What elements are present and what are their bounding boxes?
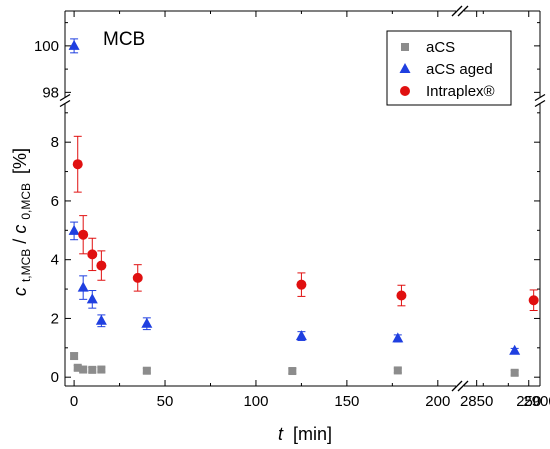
x-axis-break-top [451,5,469,17]
y-tick-label: 6 [51,193,59,210]
data-point [142,366,151,375]
data-point [79,365,88,374]
x-axis-break-bottom [451,380,469,392]
legend-label-intraplex: Intraplex® [426,83,495,100]
legend-marker-triangle [399,63,411,73]
y-axis-break-left [59,93,71,108]
y-tick-label: 0 [51,369,59,386]
legend-label-acs-aged: aCS aged [426,61,493,78]
series-acs [70,352,519,377]
x-tick-label: 100 [243,393,268,410]
break-slash [534,93,546,102]
data-layer [68,38,539,377]
break-slash [457,380,469,392]
data-point [87,249,98,260]
y-tick-label: 100 [34,38,59,55]
y-axis-label-c1: c [10,287,30,296]
data-point [70,352,79,361]
x-axis-label-variable: t [278,424,284,444]
break-slash [451,380,463,392]
legend-markers [399,43,411,96]
data-point [77,281,89,292]
legend-label-acs: aCS [426,39,455,56]
data-point [132,272,143,283]
data-point [86,293,98,304]
data-point [68,224,80,235]
data-point [78,229,89,240]
data-point [396,290,407,301]
y-axis-label-slash: / [10,239,30,244]
data-point [88,365,97,374]
break-slash [59,93,71,102]
x-tick-label: 150 [334,393,359,410]
y-tick-label: 8 [51,134,59,151]
y-axis-label-sub2: 0,MCB [19,183,33,220]
data-point [97,365,106,374]
data-point [96,260,107,271]
data-point [509,344,521,355]
x-tick-label: 50 [157,393,174,410]
y-tick-label: 2 [51,310,59,327]
break-slash [59,99,71,108]
x-tick-label: 0 [70,393,78,410]
chart-title: MCB [103,29,145,50]
data-point [295,330,307,341]
break-slash [457,5,469,17]
y-axis-label-sub1: t,MCB [19,249,33,282]
data-point [528,295,539,306]
y-tick-label: 4 [51,252,59,269]
plot-frame [64,10,541,387]
data-point [72,159,83,170]
series-intraplex [72,135,539,312]
x-tick-label: 2850 [460,393,493,410]
legend: aCS aCS aged Intraplex® [386,30,512,106]
axis-breaks [59,5,546,392]
data-point [392,332,404,343]
data-point [95,314,107,325]
y-axis-label-unit: [%] [10,148,30,174]
break-slash [534,99,546,108]
x-tick-label: 250 [516,393,541,410]
data-point [510,368,519,377]
y-axis-label-c2: c [10,225,30,234]
series-acs-aged [68,38,521,355]
data-point [141,317,153,328]
data-point [73,363,82,372]
data-point [68,39,80,50]
break-slash [451,5,463,17]
x-tick-label: 200 [425,393,450,410]
y-axis-break-right [534,93,546,108]
data-point [393,366,402,375]
data-point [296,279,307,290]
legend-marker-circle [400,86,410,96]
y-axis-label: c t,MCB / c 0,MCB [%] [10,148,34,296]
legend-marker-square [401,43,409,51]
y-tick-label: 98 [42,84,59,101]
data-point [288,367,297,376]
x-axis-label: t [min] [278,424,332,444]
x-axis-label-unit: [min] [293,424,332,444]
